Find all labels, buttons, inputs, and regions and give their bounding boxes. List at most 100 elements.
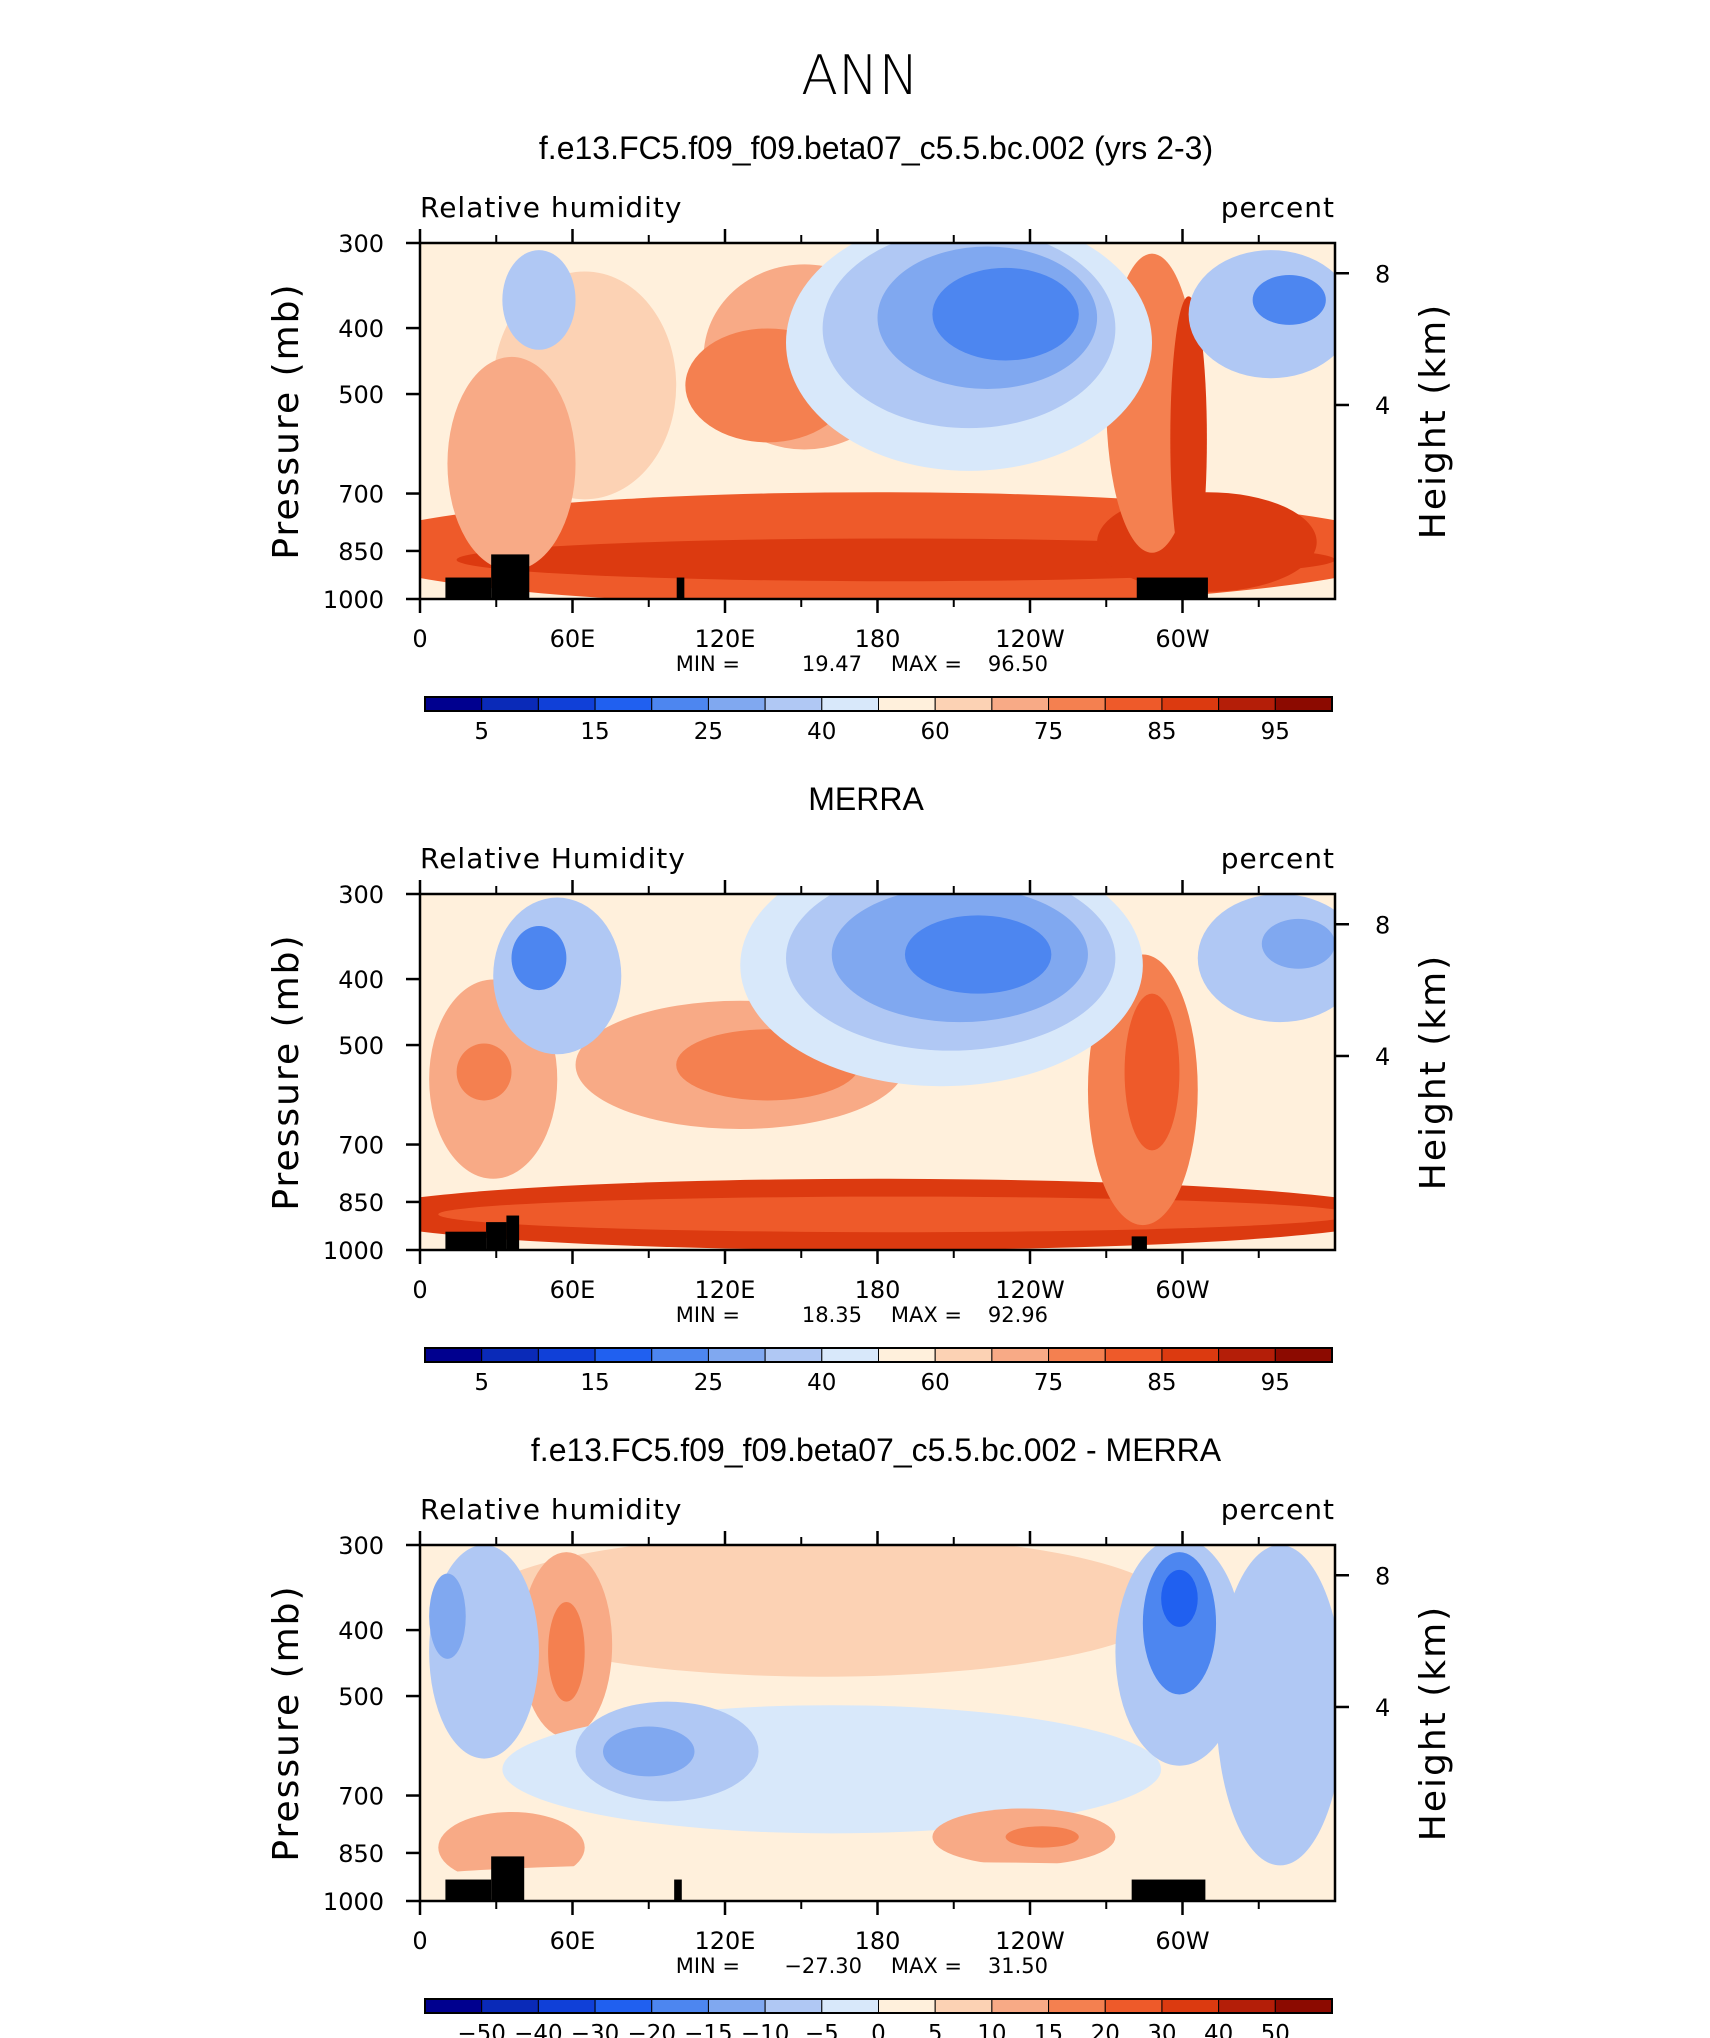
colorbar-label: 10 [977, 2021, 1006, 2038]
colorbar-swatch [707, 1998, 766, 2014]
colorbar-label: 0 [871, 2021, 886, 2038]
y-tick-label: 850 [338, 1189, 384, 1217]
colorbar-label: −40 [514, 2021, 563, 2038]
colorbar-label: 85 [1147, 1370, 1176, 1396]
colorbar-swatch [651, 1998, 709, 2014]
y-right-tick-label: 8 [1375, 1562, 1390, 1590]
y-tick-label: 500 [338, 381, 384, 409]
colorbar-swatch [1218, 1998, 1276, 2014]
y-tick-label: 1000 [323, 586, 384, 614]
colorbar-swatch [594, 696, 653, 712]
land-mask [445, 1879, 492, 1901]
colorbar-swatch [821, 1998, 879, 2014]
x-tick-label: 60E [550, 1927, 596, 1955]
colorbar-label: 40 [807, 1370, 836, 1396]
colorbar-swatch [424, 1347, 483, 1363]
colorbar-label: 15 [580, 719, 609, 745]
land-mask [1131, 1879, 1206, 1901]
colorbar-swatch [1104, 696, 1163, 712]
colorbar-swatch [1274, 1998, 1333, 2014]
min-value: −27.30 [784, 1954, 862, 1978]
contour-region [1005, 1826, 1079, 1848]
y-right-axis-title: Height (km) [1413, 1605, 1454, 1841]
max-label: MAX = [891, 652, 962, 676]
colorbar-swatch [594, 1347, 653, 1363]
contour-region [420, 1861, 1335, 1901]
contour-region [447, 356, 576, 571]
x-tick-label: 180 [855, 1276, 901, 1304]
colorbar-label: 25 [694, 1370, 723, 1396]
y-axis-title: Pressure (mb) [266, 1584, 307, 1861]
colorbar-label: 20 [1091, 2021, 1120, 2038]
colorbar-swatch [1048, 1347, 1106, 1363]
min-label: MIN = [676, 1303, 740, 1327]
colorbar-swatch [991, 696, 1050, 712]
colorbar-swatch [481, 1347, 539, 1363]
colorbar-label: 15 [580, 1370, 609, 1396]
colorbar-frame [424, 696, 1333, 712]
colorbar-swatch [537, 1998, 596, 2014]
contour-region [1261, 918, 1335, 969]
land-mask [486, 1222, 507, 1250]
x-tick-label: 60E [550, 1276, 596, 1304]
colorbar-swatch [1104, 1998, 1163, 2014]
colorbar-label: 95 [1261, 1370, 1290, 1396]
contour-region [456, 1043, 512, 1101]
land-mask [508, 577, 525, 599]
colorbar-swatch [1048, 696, 1106, 712]
colorbar-swatch [934, 1998, 993, 2014]
contour-region [904, 915, 1052, 994]
land-mask [674, 1879, 682, 1901]
chart-panel-2: MERRA Relative Humidity percent 0 60E 120E 180… [266, 781, 1454, 1396]
colorbar-swatch [764, 1347, 823, 1363]
colorbar-swatch [1104, 1347, 1163, 1363]
x-tick-label: 0 [412, 1927, 427, 1955]
contour-region [603, 1726, 695, 1777]
colorbar-label: 75 [1034, 719, 1063, 745]
colorbar-swatch [1218, 696, 1276, 712]
y-tick-label: 850 [338, 1840, 384, 1868]
units-label: percent [1221, 1493, 1335, 1526]
colorbar-label: −30 [571, 2021, 620, 2038]
colorbar-swatch [991, 1347, 1050, 1363]
y-tick-label: 400 [338, 1617, 384, 1645]
y-tick-label: 300 [338, 1532, 384, 1560]
colorbar-swatch [1048, 1998, 1106, 2014]
land-mask [445, 1231, 487, 1250]
contour-region [1252, 275, 1326, 325]
panel-title: f.e13.FC5.f09_f09.beta07_c5.5.bc.002 - M… [531, 1432, 1222, 1468]
y-axis-title: Pressure (mb) [266, 933, 307, 1210]
colorbar-label: 75 [1034, 1370, 1063, 1396]
contour-region [1170, 296, 1207, 582]
units-label: percent [1221, 842, 1335, 875]
contour-region [511, 926, 567, 991]
y-right-axis-title: Height (km) [1413, 303, 1454, 539]
chart-panel-1: f.e13.FC5.f09_f09.beta07_c5.5.bc.002 (yr… [266, 130, 1454, 745]
colorbar-swatch [878, 1998, 936, 2014]
contour-region [1161, 1569, 1198, 1627]
min-label: MIN = [676, 1954, 740, 1978]
min-value: 19.47 [802, 652, 862, 676]
colorbar-swatch [1161, 1998, 1220, 2014]
variable-label: Relative Humidity [420, 842, 686, 875]
colorbar-label: −10 [741, 2021, 790, 2038]
x-tick-label: 180 [855, 1927, 901, 1955]
colorbar-swatch [934, 1347, 993, 1363]
y-right-tick-label: 8 [1375, 260, 1390, 288]
y-right-axis-title: Height (km) [1413, 954, 1454, 1190]
contour-region [932, 267, 1079, 361]
colorbar-swatch [537, 1347, 596, 1363]
y-tick-label: 1000 [323, 1888, 384, 1916]
min-value: 18.35 [802, 1303, 862, 1327]
y-tick-label: 850 [338, 538, 384, 566]
x-tick-label: 60W [1155, 1927, 1209, 1955]
colorbar-label: 40 [1204, 2021, 1233, 2038]
colorbar-swatch [537, 696, 596, 712]
colorbar-label: 30 [1147, 2021, 1176, 2038]
contour-field [420, 243, 1335, 599]
colorbar-frame [424, 1347, 1333, 1363]
colorbar-swatch [1161, 696, 1220, 712]
colorbar-label: −50 [457, 2021, 506, 2038]
x-tick-label: 120E [695, 1276, 756, 1304]
colorbar-label: −5 [805, 2021, 839, 2038]
